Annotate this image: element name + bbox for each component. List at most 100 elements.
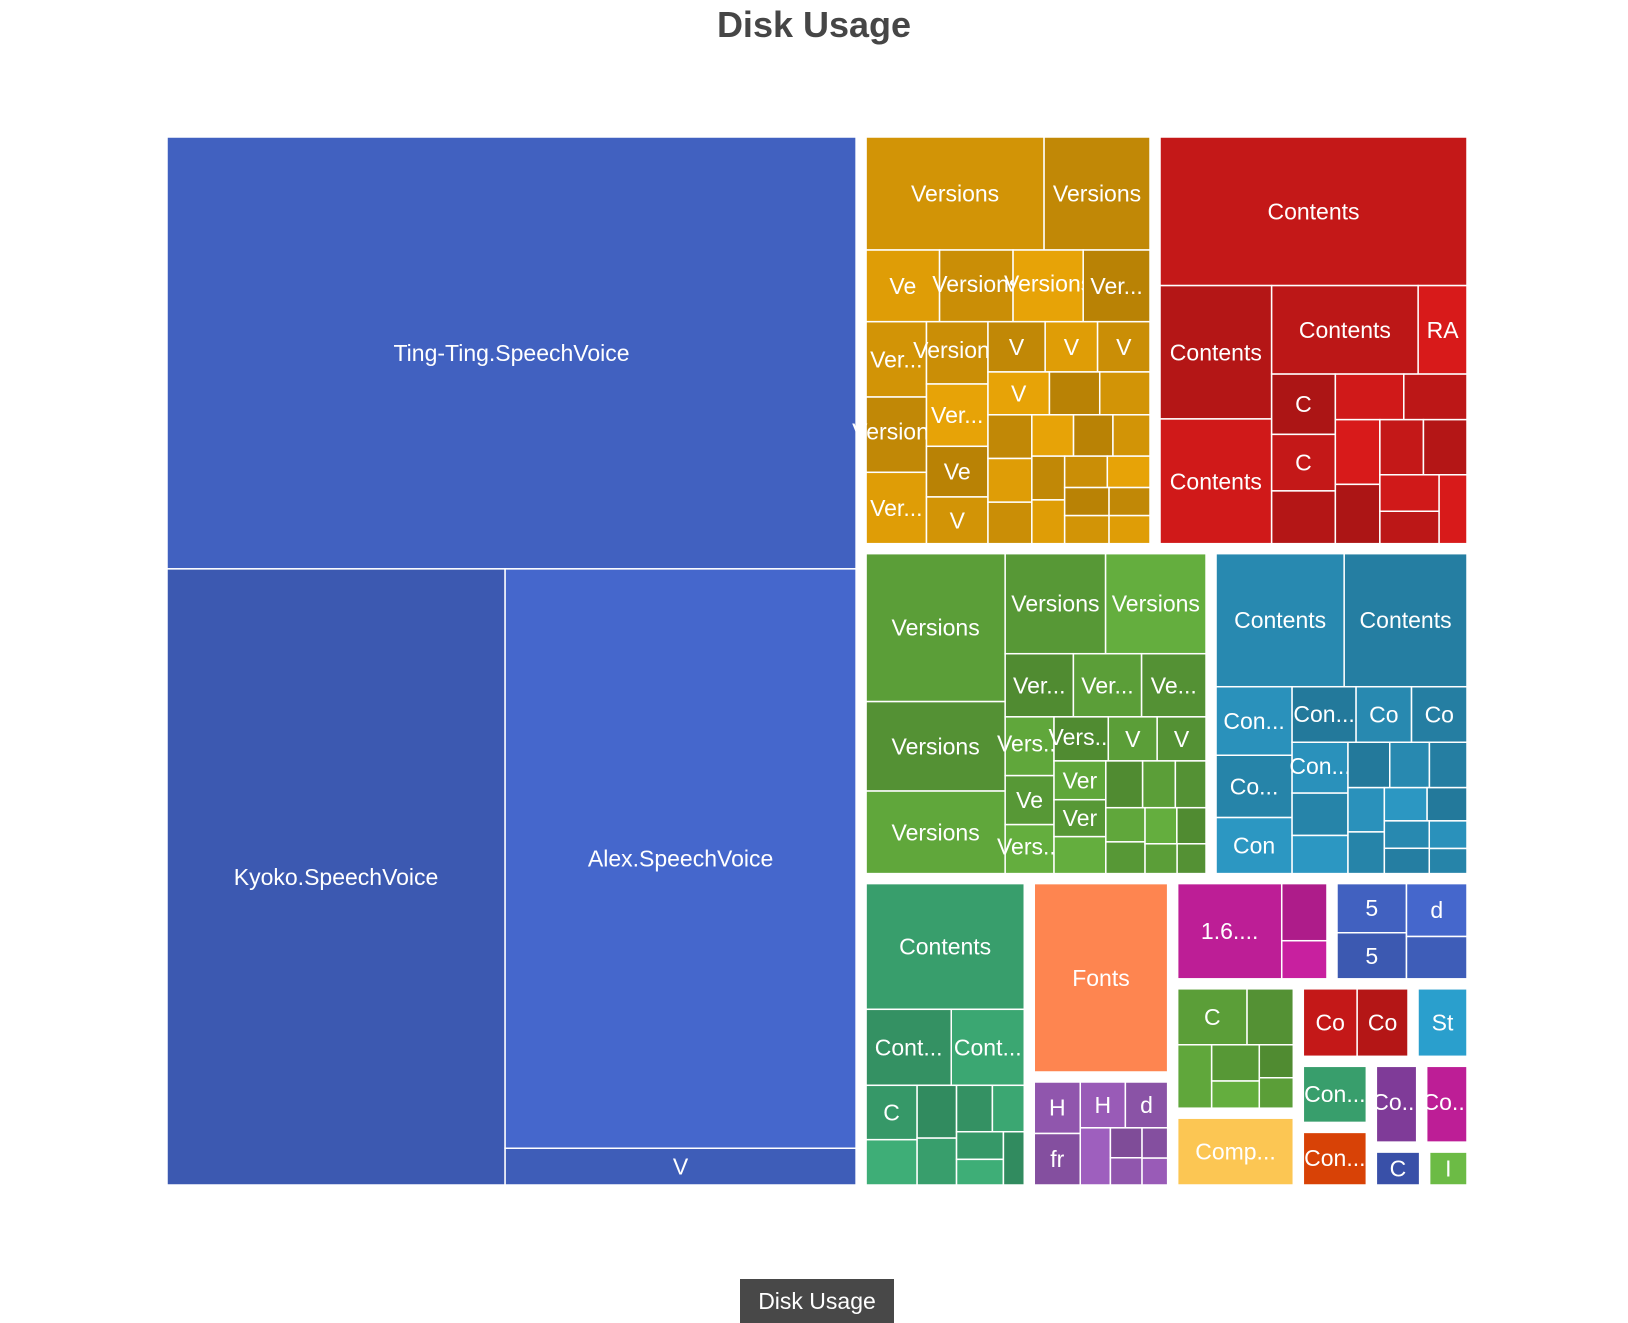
treemap-cell[interactable]	[1004, 774, 1055, 826]
treemap-group[interactable]: Con...	[1302, 1131, 1368, 1186]
treemap-cell[interactable]	[925, 496, 989, 545]
treemap-cell[interactable]	[1302, 988, 1358, 1058]
treemap-cell[interactable]	[1112, 414, 1151, 457]
treemap-cell[interactable]	[987, 501, 1033, 545]
treemap-cell[interactable]	[1258, 1076, 1295, 1109]
treemap-cell[interactable]	[1159, 284, 1273, 420]
treemap-cell[interactable]	[1108, 514, 1151, 545]
treemap-cell[interactable]	[865, 700, 1006, 792]
treemap-cell[interactable]	[1108, 486, 1151, 517]
treemap-cell[interactable]	[1082, 249, 1151, 323]
treemap-group[interactable]: St	[1417, 988, 1468, 1058]
treemap-cell[interactable]	[955, 1158, 1005, 1186]
treemap-cell[interactable]	[1141, 1127, 1169, 1159]
treemap-group[interactable]: Fonts	[1033, 882, 1169, 1073]
treemap-cell[interactable]	[1336, 931, 1408, 980]
treemap-cell[interactable]	[1063, 455, 1109, 489]
treemap-cell[interactable]	[1336, 882, 1408, 934]
treemap-group[interactable]: Comp...	[1176, 1117, 1295, 1186]
treemap-cell[interactable]	[1334, 418, 1381, 486]
treemap-cell[interactable]	[991, 1084, 1026, 1133]
treemap-cell[interactable]	[1031, 499, 1066, 545]
treemap-cell[interactable]	[925, 445, 989, 498]
treemap-cell[interactable]	[1210, 1080, 1261, 1109]
treemap-cell[interactable]	[1176, 843, 1207, 875]
treemap-cell[interactable]	[865, 1008, 953, 1087]
treemap-cell[interactable]	[1079, 1127, 1112, 1186]
treemap-cell[interactable]	[1347, 741, 1391, 789]
treemap-cell[interactable]	[1428, 741, 1468, 789]
treemap-cell[interactable]	[987, 414, 1033, 460]
treemap-cell[interactable]	[1280, 939, 1328, 980]
treemap-cell[interactable]	[865, 249, 941, 323]
treemap-cell[interactable]	[1176, 806, 1207, 845]
treemap-cell[interactable]	[1043, 136, 1151, 251]
treemap-cell[interactable]	[1291, 741, 1349, 794]
treemap-group[interactable]: I	[1428, 1151, 1468, 1186]
treemap-cell[interactable]	[1302, 1065, 1368, 1124]
treemap-cell[interactable]	[1031, 414, 1075, 457]
treemap-cell[interactable]	[987, 320, 1046, 373]
treemap-cell[interactable]	[865, 320, 928, 398]
treemap-cell[interactable]	[1379, 474, 1440, 512]
treemap-cell[interactable]	[166, 136, 857, 570]
treemap-cell[interactable]	[987, 371, 1051, 416]
treemap-cell[interactable]	[1176, 1044, 1213, 1109]
treemap-cell[interactable]	[1176, 1117, 1295, 1186]
treemap-cell[interactable]	[987, 457, 1033, 503]
treemap-cell[interactable]	[1438, 474, 1468, 545]
treemap-cell[interactable]	[1428, 847, 1468, 875]
treemap-cell[interactable]	[1428, 1151, 1468, 1186]
treemap-cell[interactable]	[1105, 841, 1146, 875]
treemap-cell[interactable]	[1124, 1081, 1169, 1129]
treemap-cell[interactable]	[1063, 514, 1110, 545]
treemap-cell[interactable]	[1176, 988, 1248, 1046]
treemap-cell[interactable]	[1379, 418, 1425, 476]
treemap-cell[interactable]	[925, 383, 989, 448]
treemap-cell[interactable]	[1072, 414, 1114, 457]
treemap-cell[interactable]	[1388, 741, 1431, 789]
treemap-cell[interactable]	[1334, 373, 1405, 421]
treemap-cell[interactable]	[1104, 552, 1207, 655]
treemap-cell[interactable]	[1031, 455, 1066, 501]
treemap-cell[interactable]	[955, 1084, 994, 1133]
treemap-cell[interactable]	[1004, 716, 1055, 777]
treemap-cell[interactable]	[1405, 882, 1468, 938]
treemap-group[interactable]: Co Co	[1302, 988, 1409, 1058]
treemap-cell[interactable]	[1383, 820, 1431, 850]
treemap-cell[interactable]	[1079, 1081, 1127, 1129]
treemap-cell[interactable]	[1270, 433, 1337, 492]
treemap-cell[interactable]	[1215, 816, 1293, 875]
treemap-cell[interactable]	[1291, 685, 1357, 744]
treemap-cell[interactable]	[1428, 820, 1468, 850]
treemap-cell[interactable]	[1105, 806, 1146, 843]
treemap-cell[interactable]	[1417, 988, 1468, 1058]
treemap-cell[interactable]	[1270, 284, 1419, 375]
treemap-cell[interactable]	[1403, 373, 1468, 421]
treemap-cell[interactable]	[504, 1147, 857, 1186]
treemap-cell[interactable]	[1002, 1130, 1026, 1186]
treemap-cell[interactable]	[1355, 685, 1413, 744]
treemap-cell[interactable]	[1405, 935, 1468, 980]
treemap-cell[interactable]	[1215, 754, 1293, 819]
treemap-cell[interactable]	[865, 1084, 918, 1141]
treemap-cell[interactable]	[955, 1130, 1005, 1161]
treemap-cell[interactable]	[1107, 716, 1158, 762]
treemap-cell[interactable]	[925, 320, 989, 385]
treemap-cell[interactable]	[1063, 486, 1110, 517]
treemap-group[interactable]: 1.6....	[1176, 882, 1328, 980]
treemap-cell[interactable]	[1375, 1065, 1418, 1143]
treemap-cell[interactable]	[1141, 1157, 1169, 1186]
treemap-cell[interactable]	[1334, 483, 1381, 545]
treemap-cell[interactable]	[1004, 823, 1055, 875]
treemap-group[interactable]: C	[1375, 1151, 1421, 1186]
treemap-cell[interactable]	[916, 1084, 958, 1139]
treemap-cell[interactable]	[1291, 792, 1349, 837]
treemap-cell[interactable]	[1375, 1151, 1421, 1186]
treemap-cell[interactable]	[1033, 1132, 1082, 1186]
treemap-cell[interactable]	[865, 471, 928, 545]
